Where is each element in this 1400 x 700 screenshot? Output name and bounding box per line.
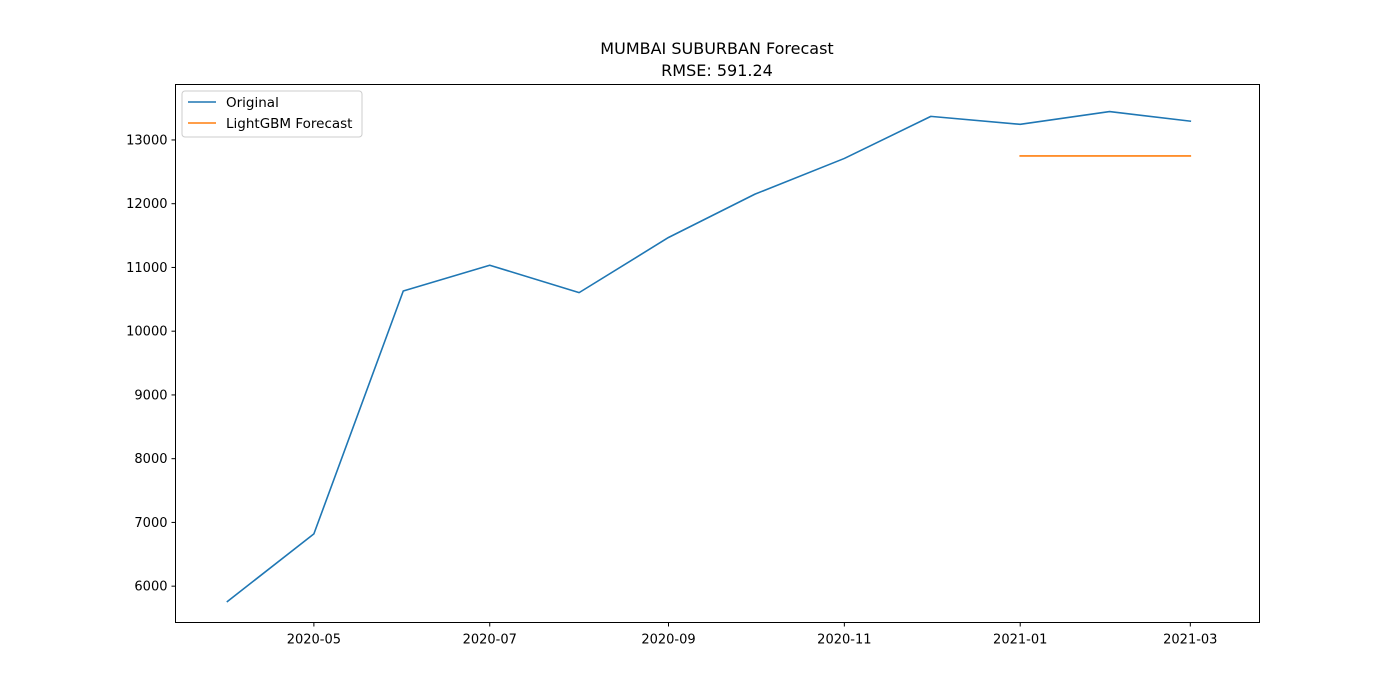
y-tick-label: 7000: [134, 516, 167, 531]
x-tick-label: 2020-07: [463, 633, 517, 648]
y-tick-label: 8000: [134, 452, 167, 467]
series-layer: [226, 110, 1192, 603]
y-tick-label: 13000: [126, 133, 167, 148]
y-tick-label: 9000: [134, 388, 167, 403]
plot-area: [175, 84, 1260, 623]
y-axis: 6000 7000 8000 9000 10000 11000 12000 13000: [126, 133, 176, 595]
legend-box: [181, 90, 363, 138]
y-tick-label: 11000: [126, 261, 167, 276]
legend: Original LightGBM Forecast: [181, 90, 363, 138]
legend-label-original: Original: [226, 95, 279, 111]
chart-subtitle: RMSE: 591.24: [661, 61, 773, 80]
x-tick-label: 2020-09: [641, 633, 695, 648]
y-tick-label: 6000: [134, 580, 167, 595]
series-line-original: [226, 110, 1192, 603]
x-tick-label: 2021-03: [1163, 633, 1217, 648]
x-tick-label: 2021-01: [993, 633, 1047, 648]
x-axis: 2020-05 2020-07 2020-09 2020-11 2021-01 2021-…: [287, 622, 1217, 648]
x-tick-label: 2020-05: [287, 633, 341, 648]
y-tick-label: 10000: [126, 325, 167, 340]
chart-title: MUMBAI SUBURBAN Forecast: [600, 39, 833, 58]
x-tick-label: 2020-11: [817, 633, 871, 648]
legend-label-lightgbm-forecast: LightGBM Forecast: [226, 116, 352, 132]
y-tick-label: 12000: [126, 197, 167, 212]
